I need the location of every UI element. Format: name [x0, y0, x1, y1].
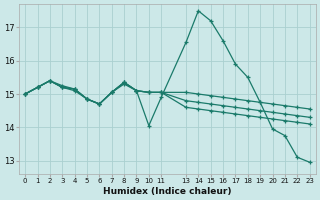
- X-axis label: Humidex (Indice chaleur): Humidex (Indice chaleur): [103, 187, 232, 196]
